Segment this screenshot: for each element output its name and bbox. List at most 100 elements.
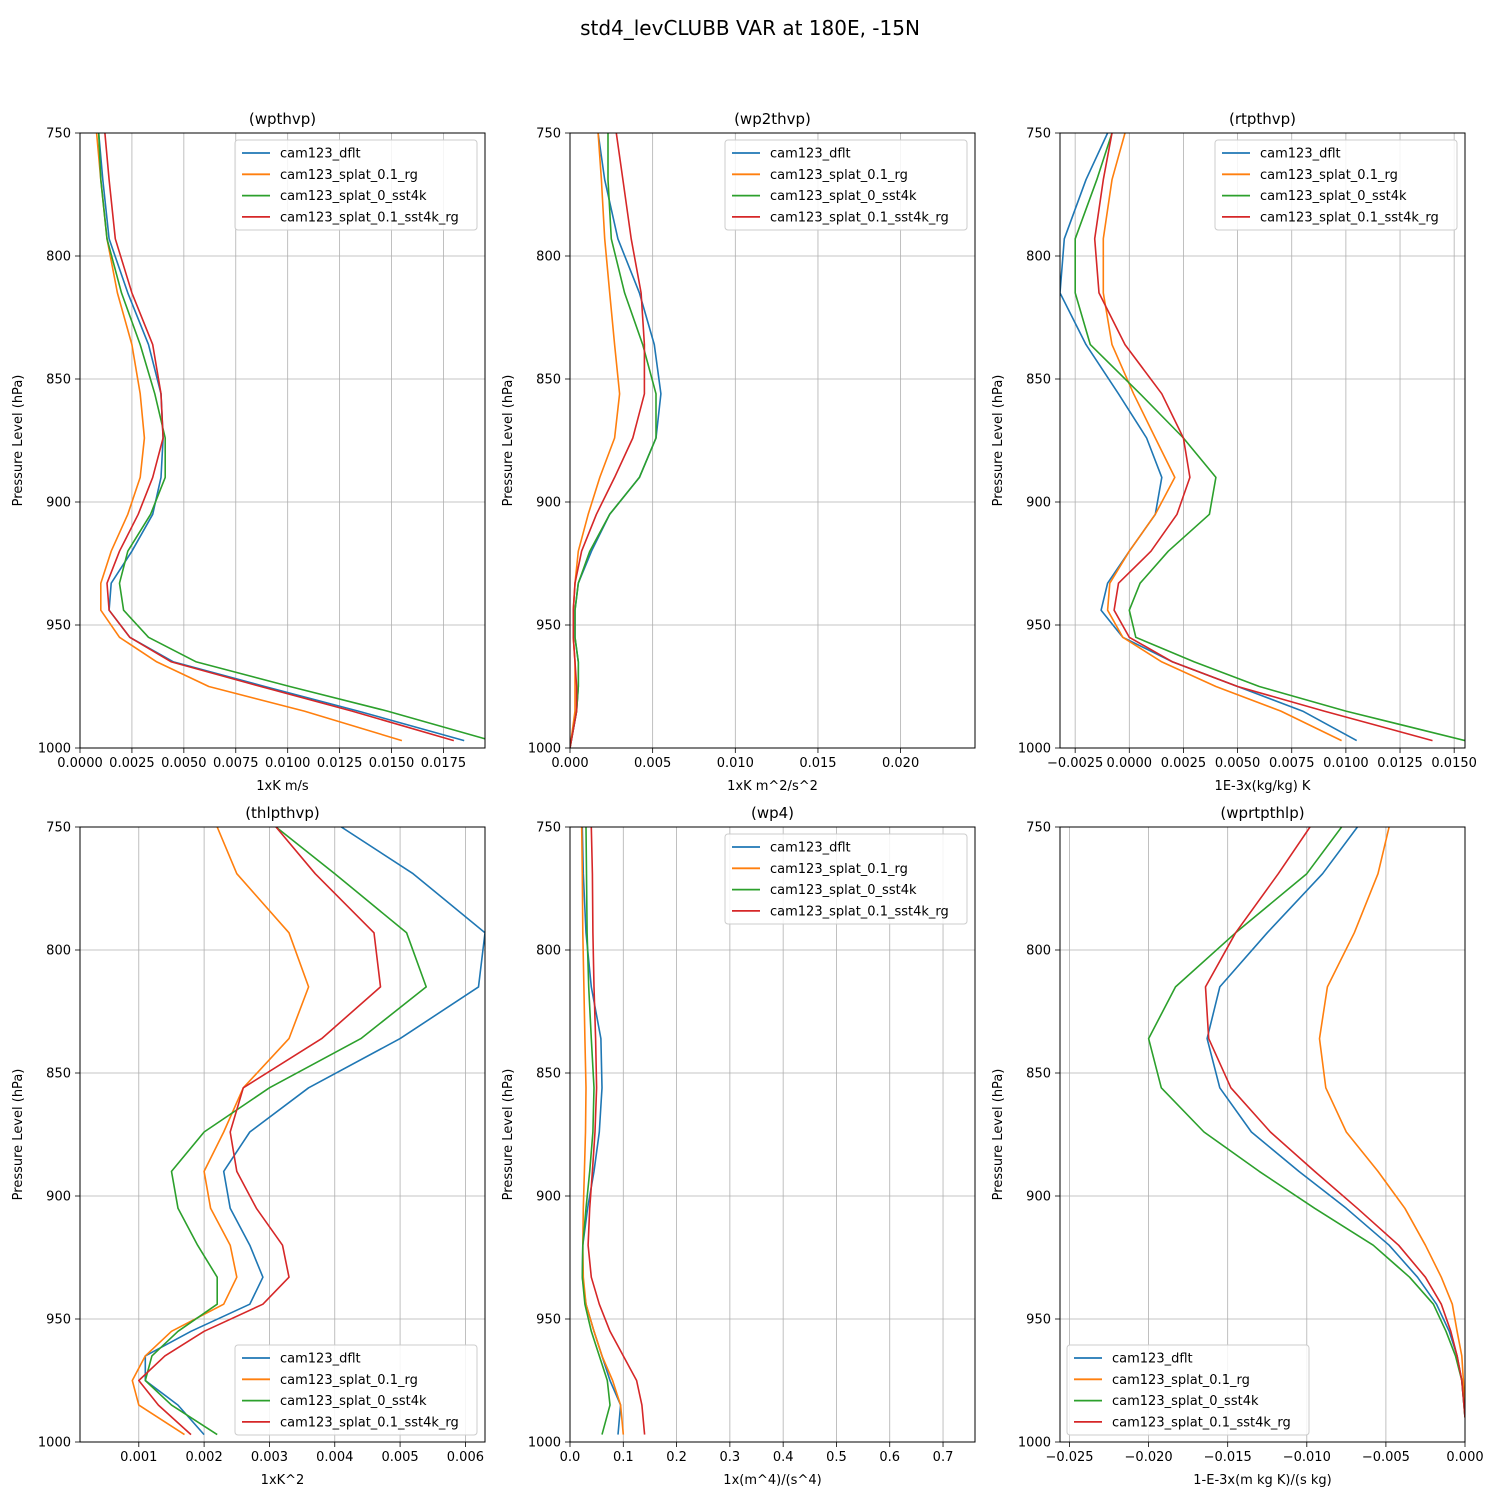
legend-label: cam123_splat_0.1_rg [1112,1373,1250,1388]
series-line-cam123_splat_0.1_rg [1102,133,1342,742]
x-tick-label: 0.0000 [1107,756,1153,771]
subplot-title: (wprtpthlp) [1220,804,1304,822]
subplot-5: 0.0 0.1 0.2 0.3 0.4 0.5 0.6 0.7 750 800 850 900 950 1… [501,804,976,1488]
legend-box [234,1344,478,1436]
series-group [580,827,646,1435]
subplot-1: 0.0000 0.0025 0.0050 0.0075 0.0100 0.0125 0.01… [11,110,486,794]
legend: cam123_dflt cam123_splat_0.1_rg cam123_spl… [234,1344,478,1436]
series-group [131,827,485,1436]
legend: cam123_dflt cam123_splat_0.1_rg cam123_spl… [234,139,478,231]
legend-label: cam123_splat_0.1_sst4k_rg [770,904,949,919]
legend-label: cam123_dflt [1260,147,1341,162]
x-tick-label: 0.005 [381,1450,418,1465]
x-tick-label: 0.004 [316,1450,353,1465]
x-axis-label: 1-E-3x(m kg K)/(s kg) [1193,1473,1331,1488]
x-tick-label: 0.5 [826,1450,847,1465]
subplot-4: 0.001 0.002 0.003 0.004 0.005 0.006 750 800 850 9… [11,804,486,1488]
legend-label: cam123_splat_0.1_sst4k_rg [1260,210,1439,225]
y-axis-label: Pressure Level (hPa) [501,1069,516,1201]
legend: cam123_dflt cam123_splat_0.1_rg cam123_spl… [1066,1344,1310,1436]
legend-label: cam123_dflt [280,147,361,162]
legend-label: cam123_splat_0.1_rg [770,168,908,183]
y-tick-label: 950 [1026,1313,1051,1328]
x-tick-label: −0.020 [1125,1450,1173,1465]
x-tick-label: 0.0050 [161,756,207,771]
legend-label: cam123_dflt [1112,1352,1193,1367]
series-line-cam123_splat_0_sst4k [581,827,611,1435]
x-tick-label: 0.020 [882,756,919,771]
y-tick-label: 950 [536,619,561,634]
x-tick-label: 0.010 [717,756,754,771]
x-axis-label: 1xK m^2/s^2 [727,779,818,794]
y-tick-label: 900 [46,1190,71,1205]
y-tick-label: 900 [1026,1190,1051,1205]
legend-label: cam123_splat_0.1_sst4k_rg [770,210,949,225]
legend-label: cam123_splat_0.1_sst4k_rg [280,210,459,225]
series-line-cam123_dflt [570,133,662,748]
subplot-title: (wp4) [751,804,794,822]
x-tick-label: 0.005 [634,756,671,771]
x-axis-label: 1xK m/s [256,779,309,794]
x-tick-label: 0.0050 [1215,756,1261,771]
legend-label: cam123_splat_0_sst4k [770,189,917,204]
x-axis-label: 1xK^2 [261,1473,305,1488]
legend-label: cam123_splat_0.1_rg [280,1373,418,1388]
x-tick-label: 0.002 [186,1450,223,1465]
x-tick-label: 0.0 [560,1450,581,1465]
x-tick-label: 0.2 [666,1450,687,1465]
subplot-6: −0.025 −0.020 −0.015 −0.010 −0.005 0.000 750 80… [991,804,1484,1488]
legend-label: cam123_splat_0.1_sst4k_rg [1112,1415,1291,1430]
y-tick-label: 800 [536,250,561,265]
y-tick-label: 800 [536,944,561,959]
series-line-cam123_splat_0_sst4k [570,133,657,748]
y-tick-label: 1000 [38,742,71,757]
x-tick-label: 0.7 [933,1450,954,1465]
legend-label: cam123_splat_0.1_sst4k_rg [280,1415,459,1430]
y-tick-label: 1000 [38,1436,71,1451]
series-line-cam123_splat_0.1_sst4k_rg [1093,133,1433,742]
x-tick-label: 0.0025 [109,756,155,771]
series-line-cam123_splat_0.1_sst4k_rg [570,133,646,748]
series-line-cam123_splat_0.1_sst4k_rg [1204,827,1465,1418]
x-tick-label: 0.0075 [1269,756,1315,771]
x-axis-label: 1E-3x(kg/kg) K [1215,779,1311,794]
axes-frame [569,826,976,1443]
subplot-title: (wpthvp) [249,110,316,128]
y-axis-label: Pressure Level (hPa) [991,375,1006,507]
legend-label: cam123_splat_0.1_rg [280,168,418,183]
x-tick-label: 0.006 [447,1450,484,1465]
series-line-cam123_dflt [144,827,485,1436]
legend-label: cam123_splat_0.1_rg [770,862,908,877]
series-line-cam123_splat_0_sst4k [1074,133,1465,742]
y-tick-label: 750 [1026,821,1051,836]
y-tick-label: 800 [46,250,71,265]
y-tick-label: 950 [46,1313,71,1328]
series-line-cam123_splat_0_sst4k [144,827,428,1436]
y-tick-label: 800 [1026,944,1051,959]
y-axis-label: Pressure Level (hPa) [11,375,26,507]
y-tick-label: 850 [536,1067,561,1082]
y-tick-label: 850 [1026,373,1051,388]
series-line-cam123_splat_0.1_rg [131,827,310,1436]
series-line-cam123_splat_0.1_sst4k_rg [138,827,382,1436]
x-tick-label: 0.000 [551,756,588,771]
legend-box [1214,139,1458,231]
x-tick-label: 0.0125 [1377,756,1423,771]
x-tick-label: 0.0125 [317,756,363,771]
x-axis-label: 1x(m^4)/(s^4) [723,1473,821,1488]
y-tick-label: 850 [1026,1067,1051,1082]
legend-label: cam123_splat_0_sst4k [770,883,917,898]
x-tick-label: −0.015 [1204,1450,1252,1465]
legend-label: cam123_splat_0_sst4k [280,189,427,204]
x-tick-label: 0.0025 [1161,756,1207,771]
series-line-cam123_dflt [1206,827,1465,1418]
y-tick-label: 800 [1026,250,1051,265]
legend: cam123_dflt cam123_splat_0.1_rg cam123_spl… [724,833,968,925]
y-tick-label: 1000 [528,1436,561,1451]
legend: cam123_dflt cam123_splat_0.1_rg cam123_spl… [724,139,968,231]
axes-frame [1059,132,1466,749]
x-tick-label: 0.6 [879,1450,900,1465]
series-line-cam123_splat_0_sst4k [97,133,485,740]
x-tick-label: 0.001 [120,1450,157,1465]
series-line-cam123_splat_0_sst4k [1147,827,1465,1418]
